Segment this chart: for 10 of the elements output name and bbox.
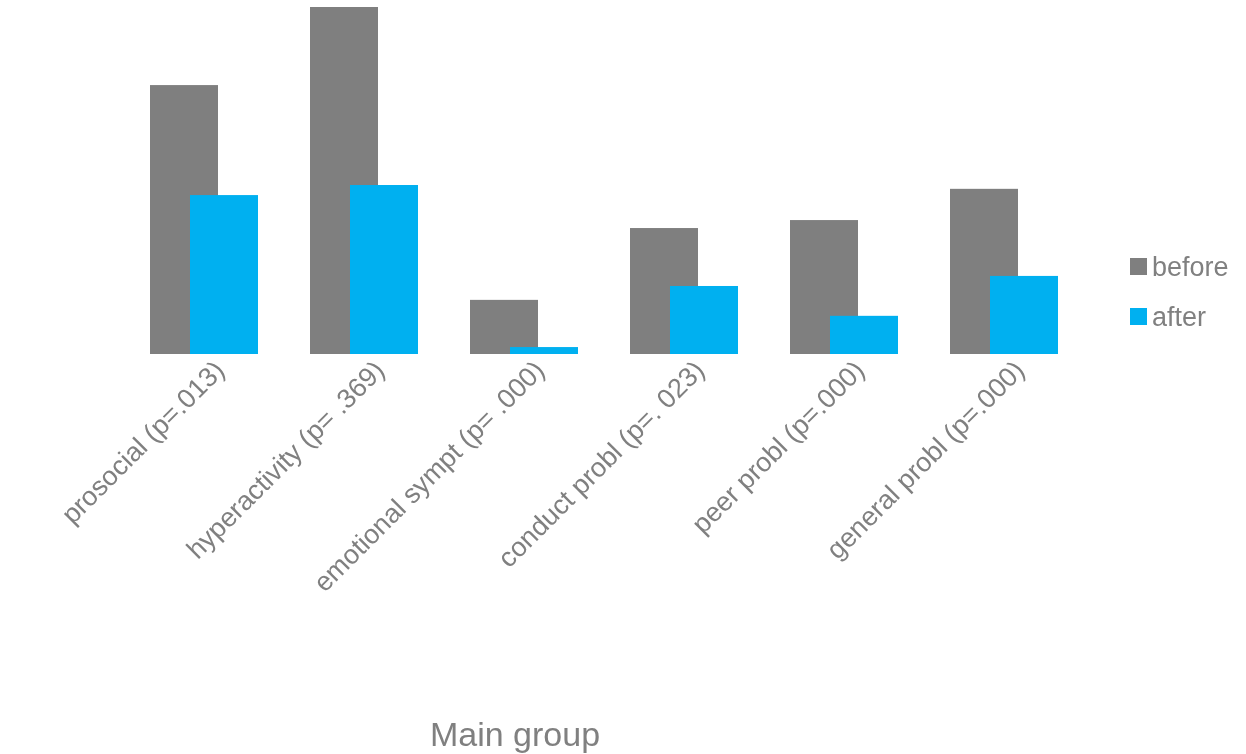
x-axis-title: Main group xyxy=(429,715,601,753)
legend-label: after xyxy=(1152,302,1207,332)
bar xyxy=(990,275,1058,354)
bar xyxy=(190,195,258,354)
bar xyxy=(470,299,538,354)
legend-label: before xyxy=(1152,252,1229,282)
bar xyxy=(350,185,418,354)
bar xyxy=(510,347,578,354)
bar xyxy=(830,315,898,354)
bar xyxy=(670,285,738,354)
